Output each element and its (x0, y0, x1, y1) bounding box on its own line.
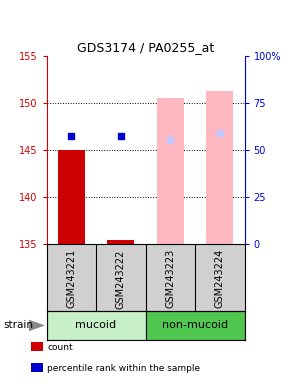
Bar (31, 342, 43, 351)
Title: GDS3174 / PA0255_at: GDS3174 / PA0255_at (77, 41, 214, 55)
Text: strain: strain (3, 320, 33, 331)
Bar (58, 150, 85, 244)
Text: count: count (47, 343, 73, 352)
Text: mucoid: mucoid (75, 320, 117, 331)
Bar (146, 311, 244, 340)
Text: GSM243222: GSM243222 (116, 249, 126, 309)
Polygon shape (28, 319, 45, 331)
Bar (206, 91, 233, 244)
Text: GSM243224: GSM243224 (215, 249, 225, 308)
Bar (107, 240, 134, 244)
Bar (157, 98, 184, 244)
Text: GSM243223: GSM243223 (165, 249, 175, 308)
Text: GSM243221: GSM243221 (66, 249, 76, 308)
Text: non-mucoid: non-mucoid (162, 320, 228, 331)
Bar (46, 311, 146, 340)
Bar (31, 363, 43, 372)
Text: percentile rank within the sample: percentile rank within the sample (47, 364, 200, 373)
